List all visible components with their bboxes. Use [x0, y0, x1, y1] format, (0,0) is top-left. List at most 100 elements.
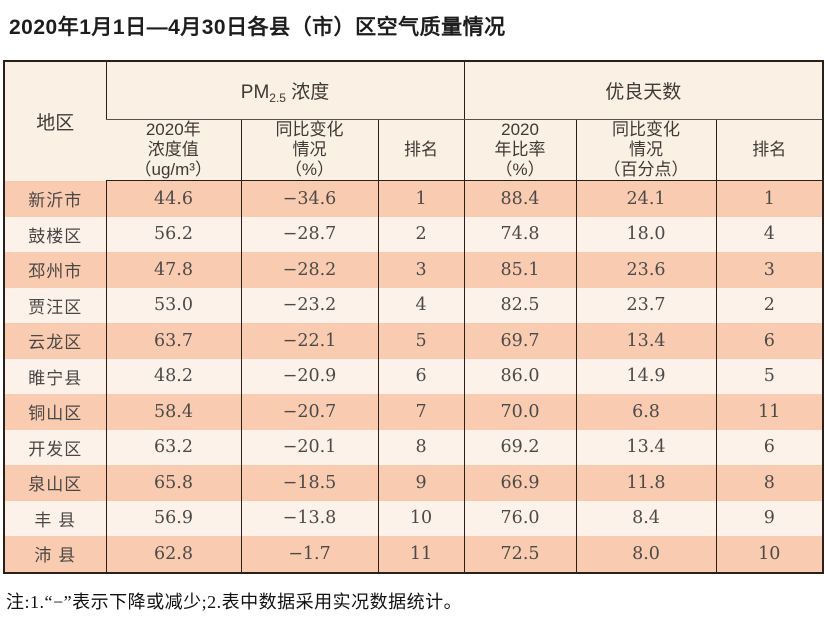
region-cell: 睢宁县	[4, 358, 106, 395]
gd_rate-cell: 74.8	[463, 216, 577, 253]
pm_rank-cell: 6	[377, 358, 465, 395]
pm_change-cell: −22.1	[240, 323, 378, 359]
gd_rank-cell: 11	[715, 394, 824, 430]
region-cell: 泉山区	[4, 465, 106, 501]
footnote: 注:1.“−”表示下降或减少;2.表中数据采用实况数据统计。	[6, 591, 463, 612]
gd_rate-cell: 85.1	[463, 252, 577, 288]
pm_value-cell: 58.4	[105, 394, 241, 430]
gd_rank-cell: 5	[715, 358, 824, 395]
pm25-label-prefix: PM	[240, 81, 270, 103]
pm_rank-cell: 5	[377, 323, 465, 359]
gd_rate-cell: 88.4	[463, 180, 577, 217]
pm25-label-subscript: 2.5	[269, 90, 286, 105]
gd_rate-cell: 82.5	[463, 287, 577, 324]
column-header-gd-change: 同比变化 情况 （百分点）	[575, 119, 717, 182]
pm_value-cell: 48.2	[105, 358, 241, 395]
table-row: 鼓楼区 56.2 −28.7 2 74.8 18.0 4	[4, 216, 824, 253]
table-row: 邳州市 47.8 −28.2 3 85.1 23.6 3	[4, 252, 824, 288]
region-cell: 云龙区	[4, 323, 106, 359]
pm_value-cell: 63.7	[105, 323, 241, 359]
pm_change-cell: −20.1	[240, 429, 378, 466]
table-row: 沛 县 62.8 −1.7 11 72.5 8.0 10	[4, 536, 824, 573]
gd_change-cell: 6.8	[575, 394, 717, 430]
pm_rank-cell: 4	[377, 287, 465, 324]
pm_rank-cell: 11	[377, 536, 465, 573]
region-cell: 开发区	[4, 429, 106, 466]
pm_change-cell: −34.6	[240, 180, 378, 217]
gd_rank-cell: 6	[715, 429, 824, 466]
group-header-good-days: 优良天数	[463, 61, 824, 120]
pm_rank-cell: 2	[377, 216, 465, 253]
gd_rank-cell: 10	[715, 536, 824, 573]
gd_change-cell: 23.7	[575, 287, 717, 324]
pm_value-cell: 63.2	[105, 429, 241, 466]
gd_change-cell: 13.4	[575, 429, 717, 466]
column-header-region: 地区	[4, 61, 106, 181]
pm_rank-cell: 7	[377, 394, 465, 430]
gd_rank-cell: 9	[715, 500, 824, 537]
pm_rank-cell: 1	[377, 180, 465, 217]
table-row: 新沂市 44.6 −34.6 1 88.4 24.1 1	[4, 180, 824, 217]
gd_change-cell: 8.4	[575, 500, 717, 537]
region-cell: 丰 县	[4, 500, 106, 537]
table-row: 泉山区 65.8 −18.5 9 66.9 11.8 8	[4, 465, 824, 501]
gd_change-cell: 8.0	[575, 536, 717, 573]
pm_change-cell: −18.5	[240, 465, 378, 501]
gd_rate-cell: 72.5	[463, 536, 577, 573]
pm_change-cell: −20.7	[240, 394, 378, 430]
gd_change-cell: 24.1	[575, 180, 717, 217]
gd_change-cell: 18.0	[575, 216, 717, 253]
region-cell: 新沂市	[4, 180, 106, 217]
gd_rate-cell: 70.0	[463, 394, 577, 430]
column-header-gd-rank: 排名	[715, 119, 824, 182]
table-body: 新沂市 44.6 −34.6 1 88.4 24.1 1 鼓楼区 56.2 −28.7 2 74.8 1…	[4, 180, 824, 573]
pm25-label-suffix: 浓度	[285, 81, 330, 103]
group-header-pm25: PM2.5 浓度	[105, 61, 465, 120]
air-quality-table: 地区 PM2.5 浓度 优良天数 2020年 浓度值 （ug/m³） 同比变化 …	[3, 60, 825, 574]
pm_value-cell: 62.8	[105, 536, 241, 573]
gd_rank-cell: 6	[715, 323, 824, 359]
column-header-pm-change: 同比变化 情况 （%）	[240, 119, 378, 182]
gd_change-cell: 11.8	[575, 465, 717, 501]
gd_rank-cell: 8	[715, 465, 824, 501]
pm_value-cell: 44.6	[105, 180, 241, 217]
gd_rate-cell: 76.0	[463, 500, 577, 537]
pm_change-cell: −20.9	[240, 358, 378, 395]
table-row: 铜山区 58.4 −20.7 7 70.0 6.8 11	[4, 394, 824, 430]
gd_rate-cell: 86.0	[463, 358, 577, 395]
pm_change-cell: −13.8	[240, 500, 378, 537]
gd_change-cell: 23.6	[575, 252, 717, 288]
region-cell: 沛 县	[4, 536, 106, 573]
table-row: 丰 县 56.9 −13.8 10 76.0 8.4 9	[4, 500, 824, 537]
column-header-pm-rank: 排名	[377, 119, 465, 182]
table-row: 云龙区 63.7 −22.1 5 69.7 13.4 6	[4, 323, 824, 359]
pm_rank-cell: 9	[377, 465, 465, 501]
gd_rank-cell: 2	[715, 287, 824, 324]
region-cell: 邳州市	[4, 252, 106, 288]
gd_rank-cell: 4	[715, 216, 824, 253]
region-cell: 铜山区	[4, 394, 106, 430]
region-cell: 鼓楼区	[4, 216, 106, 253]
table-row: 开发区 63.2 −20.1 8 69.2 13.4 6	[4, 429, 824, 466]
pm_value-cell: 53.0	[105, 287, 241, 324]
sub-header-row: 2020年 浓度值 （ug/m³） 同比变化 情况 （%） 排名 2020 年比…	[4, 119, 824, 182]
column-header-pm-value: 2020年 浓度值 （ug/m³）	[106, 119, 241, 182]
gd_rank-cell: 3	[715, 252, 824, 288]
pm_change-cell: −1.7	[240, 536, 378, 573]
table-row: 贾汪区 53.0 −23.2 4 82.5 23.7 2	[4, 287, 824, 324]
table-row: 睢宁县 48.2 −20.9 6 86.0 14.9 5	[4, 358, 824, 395]
pm_value-cell: 56.9	[105, 500, 241, 537]
table-header: 地区 PM2.5 浓度 优良天数 2020年 浓度值 （ug/m³） 同比变化 …	[4, 61, 824, 182]
gd_rate-cell: 69.7	[463, 323, 577, 359]
pm_rank-cell: 3	[377, 252, 465, 288]
pm_change-cell: −28.7	[240, 216, 378, 253]
region-cell: 贾汪区	[4, 287, 106, 324]
gd_rate-cell: 69.2	[463, 429, 577, 466]
pm_value-cell: 56.2	[105, 216, 241, 253]
pm_rank-cell: 8	[377, 429, 465, 466]
gd_rate-cell: 66.9	[463, 465, 577, 501]
gd_rank-cell: 1	[715, 180, 824, 217]
pm_value-cell: 65.8	[105, 465, 241, 501]
group-header-row: 地区 PM2.5 浓度 优良天数	[4, 61, 824, 181]
